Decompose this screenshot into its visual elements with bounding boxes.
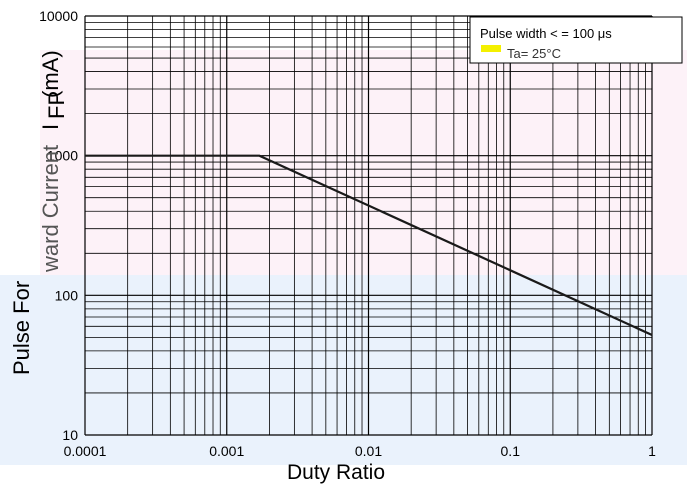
series-group <box>85 154 653 337</box>
x-tick-label: 0.001 <box>209 443 244 459</box>
x-axis-label: Duty Ratio <box>287 461 385 484</box>
annotation-box: Pulse width < = 100 μs Ta= 25°C <box>469 16 683 64</box>
x-tick-label: 0.0001 <box>64 443 107 459</box>
y-axis-label-subscript: FP <box>44 91 69 119</box>
y-axis-label-unit: (mA) <box>38 50 63 98</box>
temperature-annotation: Ta= 25°C <box>507 46 561 61</box>
y-axis-label-symbol: I <box>38 124 63 130</box>
x-tick-label: 1 <box>648 443 656 459</box>
y-tick-label: 10 <box>62 427 78 443</box>
y-axis-label-bottom: Pulse For <box>9 281 34 375</box>
y-tick-label: 1000 <box>47 148 78 164</box>
plot-background-pink <box>0 50 687 275</box>
y-axis-label: Pulse For ward Current I FP (mA) <box>9 50 69 375</box>
y-tick-label: 10000 <box>39 8 78 24</box>
plot-background-blue <box>0 275 687 465</box>
y-tick-label: 100 <box>55 287 79 303</box>
pulse-width-annotation: Pulse width < = 100 μs <box>480 26 612 41</box>
y-axis-label-middle: ward Current <box>38 145 63 273</box>
x-tick-label: 0.1 <box>501 443 521 459</box>
series-line-0 <box>85 154 653 337</box>
yellow-marker <box>481 45 501 52</box>
x-tick-label: 0.01 <box>355 443 382 459</box>
tick-labels: 0.0001 0.001 0.01 0.1 1 10 100 1000 10000 <box>39 8 656 459</box>
grid <box>84 15 653 436</box>
left-white-gap <box>0 50 40 275</box>
